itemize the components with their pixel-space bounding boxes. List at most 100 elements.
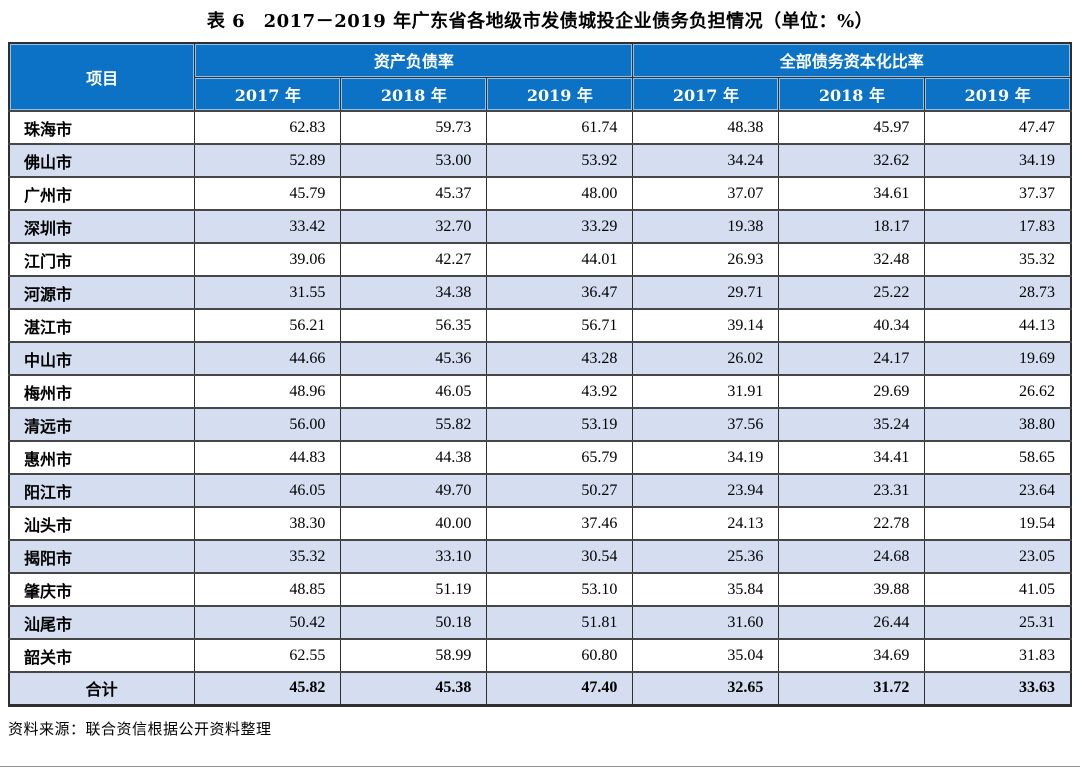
city-name: 清远市 <box>8 407 196 442</box>
value-cell: 26.93 <box>632 242 780 277</box>
value-cell: 50.27 <box>486 473 634 508</box>
value-cell: 44.01 <box>486 242 634 277</box>
value-cell: 44.13 <box>924 308 1072 343</box>
table-row: 珠海市 62.83 59.73 61.74 48.38 45.97 47.47 <box>8 110 1072 145</box>
value-cell: 35.04 <box>632 638 780 673</box>
table-header: 项目 资产负债率 全部债务资本化比率 2017 年 2018 年 2019 年 … <box>8 42 1072 112</box>
value-cell: 38.30 <box>194 506 342 541</box>
value-cell: 34.69 <box>778 638 926 673</box>
city-name: 河源市 <box>8 275 196 310</box>
table-body: 珠海市 62.83 59.73 61.74 48.38 45.97 47.47 佛山市 52.8… <box>8 110 1072 706</box>
value-cell: 56.35 <box>340 308 488 343</box>
value-cell: 35.32 <box>194 539 342 574</box>
table-row: 江门市 39.06 42.27 44.01 26.93 32.48 35.32 <box>8 242 1072 277</box>
value-cell: 32.70 <box>340 209 488 244</box>
value-cell: 25.36 <box>632 539 780 574</box>
page-bottom-rule <box>0 766 1080 767</box>
value-cell: 34.19 <box>924 143 1072 178</box>
value-cell: 45.82 <box>194 671 342 706</box>
value-cell: 56.21 <box>194 308 342 343</box>
value-cell: 31.60 <box>632 605 780 640</box>
header-year: 2019 年 <box>486 76 634 112</box>
value-cell: 44.38 <box>340 440 488 475</box>
value-cell: 42.27 <box>340 242 488 277</box>
value-cell: 36.47 <box>486 275 634 310</box>
city-name: 佛山市 <box>8 143 196 178</box>
value-cell: 32.62 <box>778 143 926 178</box>
total-row: 合计 45.82 45.38 47.40 32.65 31.72 33.63 <box>8 671 1072 706</box>
city-name: 揭阳市 <box>8 539 196 574</box>
value-cell: 32.48 <box>778 242 926 277</box>
value-cell: 33.29 <box>486 209 634 244</box>
value-cell: 33.63 <box>924 671 1072 706</box>
table-row: 中山市 44.66 45.36 43.28 26.02 24.17 19.69 <box>8 341 1072 376</box>
value-cell: 25.22 <box>778 275 926 310</box>
value-cell: 34.19 <box>632 440 780 475</box>
city-name: 韶关市 <box>8 638 196 673</box>
value-cell: 46.05 <box>340 374 488 409</box>
value-cell: 58.99 <box>340 638 488 673</box>
value-cell: 39.14 <box>632 308 780 343</box>
total-label: 合计 <box>8 671 196 706</box>
value-cell: 49.70 <box>340 473 488 508</box>
value-cell: 51.19 <box>340 572 488 607</box>
value-cell: 26.44 <box>778 605 926 640</box>
value-cell: 40.34 <box>778 308 926 343</box>
table-row: 清远市 56.00 55.82 53.19 37.56 35.24 38.80 <box>8 407 1072 442</box>
city-name: 湛江市 <box>8 308 196 343</box>
value-cell: 51.81 <box>486 605 634 640</box>
source-note: 资料来源：联合资信根据公开资料整理 <box>8 719 272 738</box>
value-cell: 48.85 <box>194 572 342 607</box>
value-cell: 50.18 <box>340 605 488 640</box>
value-cell: 33.10 <box>340 539 488 574</box>
value-cell: 40.00 <box>340 506 488 541</box>
value-cell: 50.42 <box>194 605 342 640</box>
table-row: 深圳市 33.42 32.70 33.29 19.38 18.17 17.83 <box>8 209 1072 244</box>
value-cell: 18.17 <box>778 209 926 244</box>
value-cell: 19.54 <box>924 506 1072 541</box>
value-cell: 62.83 <box>194 110 342 145</box>
value-cell: 39.06 <box>194 242 342 277</box>
table-row: 广州市 45.79 45.37 48.00 37.07 34.61 37.37 <box>8 176 1072 211</box>
value-cell: 31.72 <box>778 671 926 706</box>
value-cell: 31.55 <box>194 275 342 310</box>
value-cell: 29.69 <box>778 374 926 409</box>
header-group-total-debt-capitalization-ratio: 全部债务资本化比率 <box>632 42 1072 78</box>
value-cell: 34.61 <box>778 176 926 211</box>
value-cell: 35.24 <box>778 407 926 442</box>
header-year: 2018 年 <box>340 76 488 112</box>
value-cell: 45.79 <box>194 176 342 211</box>
table-row: 湛江市 56.21 56.35 56.71 39.14 40.34 44.13 <box>8 308 1072 343</box>
value-cell: 25.31 <box>924 605 1072 640</box>
value-cell: 32.65 <box>632 671 780 706</box>
table-row: 佛山市 52.89 53.00 53.92 34.24 32.62 34.19 <box>8 143 1072 178</box>
value-cell: 41.05 <box>924 572 1072 607</box>
city-name: 汕头市 <box>8 506 196 541</box>
value-cell: 22.78 <box>778 506 926 541</box>
city-name: 深圳市 <box>8 209 196 244</box>
city-name: 肇庆市 <box>8 572 196 607</box>
value-cell: 56.71 <box>486 308 634 343</box>
value-cell: 60.80 <box>486 638 634 673</box>
value-cell: 45.36 <box>340 341 488 376</box>
header-year: 2017 年 <box>632 76 780 112</box>
value-cell: 23.94 <box>632 473 780 508</box>
table-row: 梅州市 48.96 46.05 43.92 31.91 29.69 26.62 <box>8 374 1072 409</box>
value-cell: 26.02 <box>632 341 780 376</box>
value-cell: 34.38 <box>340 275 488 310</box>
value-cell: 17.83 <box>924 209 1072 244</box>
value-cell: 24.68 <box>778 539 926 574</box>
value-cell: 24.17 <box>778 341 926 376</box>
value-cell: 37.07 <box>632 176 780 211</box>
value-cell: 29.71 <box>632 275 780 310</box>
value-cell: 38.80 <box>924 407 1072 442</box>
header-year: 2017 年 <box>194 76 342 112</box>
city-name: 广州市 <box>8 176 196 211</box>
city-name: 阳江市 <box>8 473 196 508</box>
value-cell: 44.66 <box>194 341 342 376</box>
table-row: 惠州市 44.83 44.38 65.79 34.19 34.41 58.65 <box>8 440 1072 475</box>
value-cell: 47.47 <box>924 110 1072 145</box>
value-cell: 28.73 <box>924 275 1072 310</box>
value-cell: 39.88 <box>778 572 926 607</box>
